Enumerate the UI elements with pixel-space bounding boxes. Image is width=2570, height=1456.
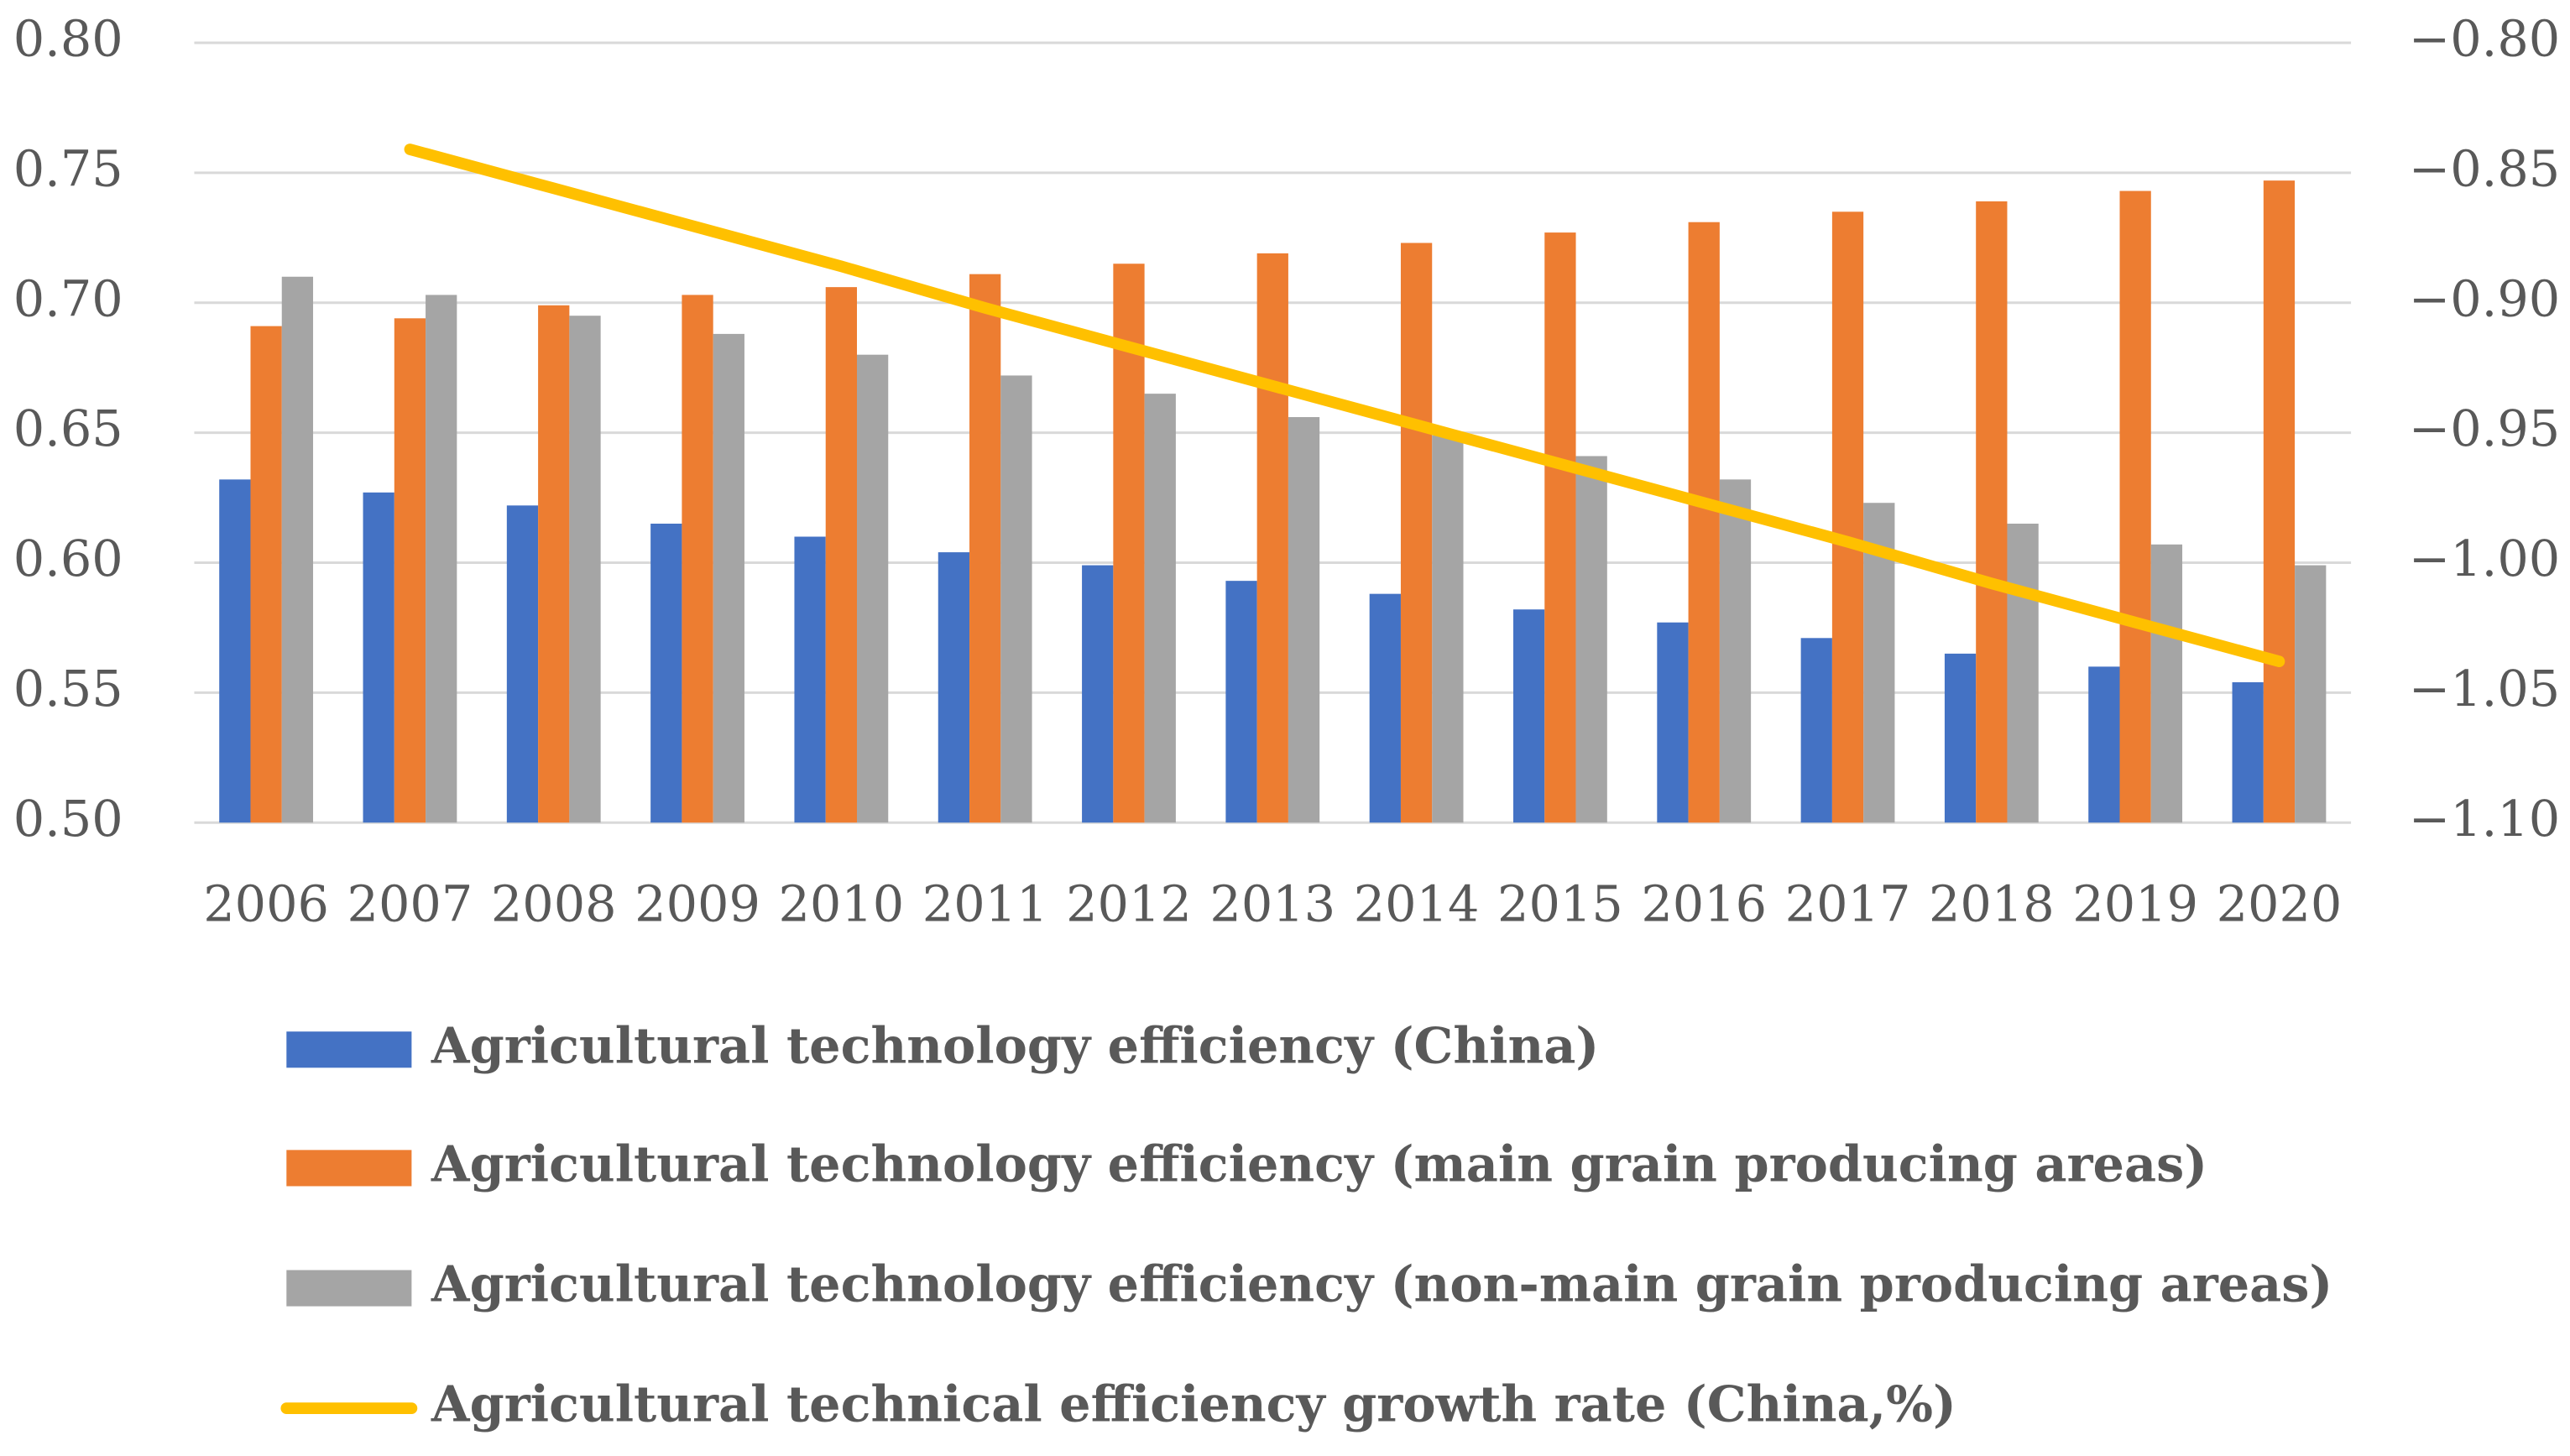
bar [650, 524, 682, 823]
bar [538, 305, 570, 823]
bar [1544, 232, 1576, 823]
bar [250, 326, 282, 823]
bar [2150, 544, 2183, 823]
bar [794, 536, 826, 823]
bar [1831, 211, 1864, 823]
x-tick-label: 2020 [2217, 875, 2343, 933]
x-tick-label: 2008 [491, 875, 617, 933]
bar [713, 333, 744, 823]
y2-tick-label: −0.95 [2409, 399, 2560, 457]
bar [1944, 653, 1977, 823]
y-tick-label: 0.55 [13, 660, 123, 718]
bar [1719, 479, 1752, 823]
y2-tick-label: −0.90 [2409, 269, 2560, 327]
bar [1256, 253, 1288, 823]
bar [426, 295, 457, 823]
bar [569, 316, 601, 823]
bar [394, 318, 426, 823]
x-tick-label: 2015 [1497, 875, 1623, 933]
bar [856, 354, 889, 823]
bar [969, 274, 1001, 823]
bar [1288, 417, 1320, 823]
bar [1144, 394, 1176, 823]
legend-swatch [286, 1270, 412, 1307]
legend-label: Agricultural technical efficiency growth… [431, 1375, 1956, 1433]
x-tick-label: 2017 [1785, 875, 1911, 933]
bar [682, 295, 713, 823]
x-tick-label: 2009 [635, 875, 760, 933]
y-tick-label: 0.65 [13, 399, 123, 457]
x-tick-label: 2006 [203, 875, 329, 933]
x-tick-label: 2014 [1354, 875, 1480, 933]
bar [1575, 456, 1607, 823]
x-tick-label: 2007 [347, 875, 473, 933]
y-tick-label: 0.70 [13, 269, 123, 327]
bar [1657, 622, 1689, 823]
legend-swatch [286, 1031, 412, 1068]
bar [1976, 201, 2008, 823]
bar [363, 492, 394, 823]
y2-tick-label: −1.00 [2409, 530, 2560, 587]
bar [2295, 565, 2327, 823]
y-tick-label: 0.80 [13, 10, 123, 68]
x-tick-label: 2011 [922, 875, 1048, 933]
y-tick-label: 0.75 [13, 139, 123, 197]
bar [506, 505, 539, 823]
x-tick-label: 2012 [1066, 875, 1192, 933]
bar [2119, 190, 2151, 823]
bar [1513, 609, 1545, 823]
bar [2007, 524, 2039, 823]
y-tick-label: 0.60 [13, 530, 123, 587]
bar [1082, 565, 1114, 823]
legend-label: Agricultural technology efficiency (main… [431, 1135, 2207, 1192]
bar [281, 276, 314, 823]
bar [1113, 264, 1145, 823]
bar [825, 287, 857, 823]
y2-tick-label: −0.85 [2409, 139, 2560, 197]
x-tick-label: 2019 [2072, 875, 2198, 933]
bar [1225, 581, 1257, 823]
legend-label: Agricultural technology efficiency (non-… [431, 1255, 2332, 1313]
bar [1688, 222, 1720, 823]
y2-tick-label: −1.10 [2409, 790, 2560, 848]
bar [1369, 593, 1401, 823]
y-tick-label: 0.50 [13, 790, 123, 848]
legend-swatch [286, 1150, 412, 1187]
bar [2088, 666, 2120, 823]
bar [1800, 638, 1832, 823]
y2-tick-label: −1.05 [2409, 660, 2560, 718]
x-tick-label: 2013 [1209, 875, 1335, 933]
x-tick-label: 2010 [778, 875, 904, 933]
bar [219, 479, 251, 823]
y2-tick-label: −0.80 [2409, 10, 2560, 68]
legend-label: Agricultural technology efficiency (Chin… [431, 1016, 1599, 1074]
bar [2232, 681, 2264, 823]
x-tick-label: 2018 [1929, 875, 2055, 933]
line [404, 144, 2285, 668]
bar [2263, 180, 2296, 823]
bar [1000, 375, 1032, 823]
x-tick-label: 2016 [1641, 875, 1767, 933]
bar [938, 552, 970, 823]
bar [1432, 435, 1464, 823]
bar [1400, 243, 1433, 823]
